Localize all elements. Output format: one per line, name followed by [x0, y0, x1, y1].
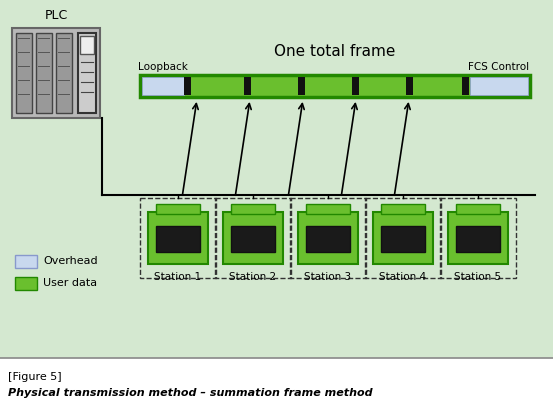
Bar [16, 33, 32, 113]
Text: One total frame: One total frame [274, 44, 396, 59]
Bar [15, 255, 37, 268]
Bar [80, 36, 94, 54]
Bar [306, 204, 350, 214]
Bar [0, 358, 553, 405]
Text: Loopback: Loopback [138, 62, 188, 72]
Text: Station 4: Station 4 [379, 272, 426, 282]
Text: User data: User data [43, 279, 97, 288]
Bar [244, 77, 251, 95]
Bar [381, 226, 425, 252]
Bar [456, 226, 500, 252]
Bar [142, 77, 184, 95]
Bar [456, 204, 500, 214]
Bar [298, 212, 358, 264]
Text: Station 3: Station 3 [305, 272, 352, 282]
Text: Overhead: Overhead [43, 256, 98, 266]
Bar [231, 226, 275, 252]
Bar [36, 33, 52, 113]
Bar [56, 33, 72, 113]
Text: Station 1: Station 1 [154, 272, 201, 282]
Bar [140, 75, 530, 97]
Bar [406, 77, 413, 95]
Bar [470, 77, 528, 95]
Bar [440, 198, 516, 278]
Bar [140, 198, 216, 278]
Text: [Figure 5]: [Figure 5] [8, 372, 61, 382]
Bar [352, 77, 359, 95]
Bar [298, 77, 305, 95]
Bar [290, 198, 366, 278]
Bar [12, 28, 100, 118]
Bar [306, 226, 350, 252]
Bar [231, 204, 275, 214]
Bar [148, 212, 208, 264]
Bar [365, 198, 441, 278]
Bar [78, 33, 96, 113]
Text: Station 5: Station 5 [455, 272, 502, 282]
Bar [15, 277, 37, 290]
Bar [373, 212, 433, 264]
Text: Physical transmission method – summation frame method: Physical transmission method – summation… [8, 388, 373, 398]
Bar [215, 198, 291, 278]
Bar [223, 212, 283, 264]
Bar [462, 77, 469, 95]
Bar [156, 204, 200, 214]
Bar [448, 212, 508, 264]
Text: FCS Control: FCS Control [468, 62, 530, 72]
Bar [381, 204, 425, 214]
Text: Station 2: Station 2 [229, 272, 276, 282]
Text: PLC: PLC [44, 9, 67, 22]
Bar [156, 226, 200, 252]
Bar [184, 77, 191, 95]
